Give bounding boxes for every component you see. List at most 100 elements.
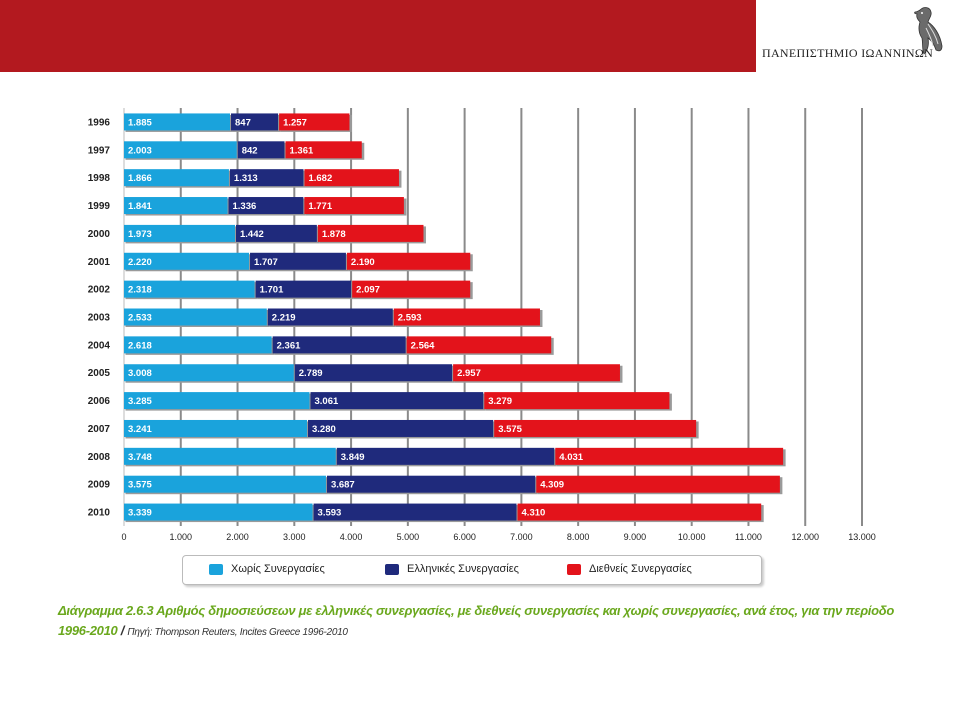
bar-segment <box>272 336 406 354</box>
caption-title: Διάγραμμα 2.6.3 Αριθμός δημοσιεύσεων με … <box>58 603 895 638</box>
bar-segment <box>124 169 229 187</box>
year-label: 2005 <box>88 368 111 379</box>
bar-segment <box>124 224 236 242</box>
bar-segment <box>336 447 555 465</box>
bar-segment <box>255 280 352 298</box>
legend-swatch <box>385 564 399 575</box>
bar-value-label: 3.575 <box>128 480 152 491</box>
year-label: 2002 <box>88 285 111 296</box>
bar-value-label: 2.361 <box>277 340 301 351</box>
year-labels: 1996 1997 1998 1999 2000 2001 2002 2003 2004 2005… <box>88 117 111 518</box>
x-axis-ticks: 0 1.000 2.000 3.000 4.000 5.000 6.000 7.000 8.00… <box>121 532 875 542</box>
bar-value-label: 3.280 <box>312 424 336 435</box>
caption-source: Πηγή: Thompson Reuters, Incites Greece 1… <box>127 627 348 638</box>
bar-segment <box>555 447 784 465</box>
year-label: 2001 <box>88 257 111 268</box>
bar-segment <box>294 364 453 382</box>
bar-segment <box>124 447 336 465</box>
bar-value-label: 3.061 <box>314 396 338 407</box>
bar-value-label: 1.313 <box>234 173 258 184</box>
bar-segment <box>237 141 285 159</box>
bar-segment <box>313 503 517 521</box>
bar-value-label: 1.771 <box>308 201 332 212</box>
bar-segment <box>352 280 471 298</box>
year-label: 2009 <box>88 480 111 491</box>
figure-caption: Διάγραμμα 2.6.3 Αριθμός δημοσιεύσεων με … <box>58 601 918 643</box>
bar-segment <box>124 252 250 270</box>
bar-value-label: 3.575 <box>498 424 522 435</box>
year-label: 2008 <box>88 452 111 463</box>
bar-value-label: 1.866 <box>128 173 152 184</box>
bar-value-label: 3.279 <box>488 396 512 407</box>
bar-segment <box>453 364 620 382</box>
bar-segment <box>304 197 404 215</box>
year-label: 2004 <box>88 340 111 351</box>
legend-swatch <box>567 564 581 575</box>
bar-segment <box>279 113 350 131</box>
bar-segment <box>124 308 267 326</box>
caption-separator: / <box>117 623 128 638</box>
bar-value-label: 1.841 <box>128 201 152 212</box>
bar-value-label: 1.707 <box>254 257 278 268</box>
legend-label: Χωρίς Συνεργασίες <box>231 563 325 575</box>
bar-value-label: 4.310 <box>522 508 546 519</box>
bar-value-label: 3.748 <box>128 452 152 463</box>
year-label: 1997 <box>88 145 111 156</box>
bar-segment <box>228 197 304 215</box>
year-label: 2000 <box>88 229 111 240</box>
legend-swatch <box>209 564 223 575</box>
bar-value-label: 842 <box>242 145 258 156</box>
x-tick-label: 1.000 <box>170 532 193 542</box>
bar-value-label: 2.957 <box>457 368 481 379</box>
bar-value-label: 3.285 <box>128 396 152 407</box>
bar-value-label: 3.339 <box>128 508 152 519</box>
year-label: 2006 <box>88 396 111 407</box>
bar-segment <box>517 503 762 521</box>
bar-segment <box>124 336 272 354</box>
bar-value-label: 1.682 <box>308 173 332 184</box>
bar-value-label: 3.687 <box>331 480 355 491</box>
bar-segment <box>250 252 346 270</box>
university-logo: ΠΑΝΕΠΙΣΤΗΜΙΟ ΙΩΑΝΝΙΝΩΝ <box>756 0 960 72</box>
bar-segment <box>124 475 326 493</box>
bar-value-label: 1.973 <box>128 229 152 240</box>
x-tick-label: 2.000 <box>226 532 249 542</box>
bar-value-label: 3.241 <box>128 424 152 435</box>
year-label: 2003 <box>88 313 111 324</box>
bar-segment <box>124 392 310 410</box>
year-label: 2010 <box>88 508 111 519</box>
x-tick-label: 5.000 <box>397 532 420 542</box>
bar-segment <box>124 503 313 521</box>
university-name: ΠΑΝΕΠΙΣΤΗΜΙΟ ΙΩΑΝΝΙΝΩΝ <box>762 46 934 60</box>
year-label: 2007 <box>88 424 111 435</box>
year-label: 1998 <box>88 173 111 184</box>
bar-segment <box>406 336 552 354</box>
bar-value-label: 2.533 <box>128 313 152 324</box>
bar-value-label: 1.361 <box>290 145 314 156</box>
year-label: 1999 <box>88 201 111 212</box>
x-tick-label: 10.000 <box>678 532 706 542</box>
bar-segment <box>317 224 424 242</box>
eagle-icon <box>914 7 943 55</box>
bar-value-label: 1.701 <box>260 285 284 296</box>
bar-segment <box>267 308 393 326</box>
bar-segment <box>124 141 237 159</box>
x-tick-label: 4.000 <box>340 532 363 542</box>
bar-value-label: 2.318 <box>128 285 152 296</box>
bar-segment <box>326 475 536 493</box>
bar-segment <box>307 419 494 437</box>
bar-segment <box>285 141 362 159</box>
bar-value-label: 2.789 <box>299 368 323 379</box>
bar-segment <box>124 419 307 437</box>
bar-value-label: 1.878 <box>322 229 346 240</box>
bar-segment <box>536 475 780 493</box>
bar-value-label: 2.564 <box>411 340 435 351</box>
bar-value-label: 2.003 <box>128 145 152 156</box>
bar-value-label: 1.336 <box>233 201 257 212</box>
legend-label: Ελληνικές Συνεργασίες <box>407 563 519 575</box>
bar-value-label: 2.593 <box>398 313 422 324</box>
legend: Χωρίς Συνεργασίες Ελληνικές Συνεργασίες … <box>182 555 762 585</box>
x-tick-label: 8.000 <box>567 532 590 542</box>
bar-value-label: 1.257 <box>283 117 307 128</box>
x-tick-label: 12.000 <box>791 532 819 542</box>
